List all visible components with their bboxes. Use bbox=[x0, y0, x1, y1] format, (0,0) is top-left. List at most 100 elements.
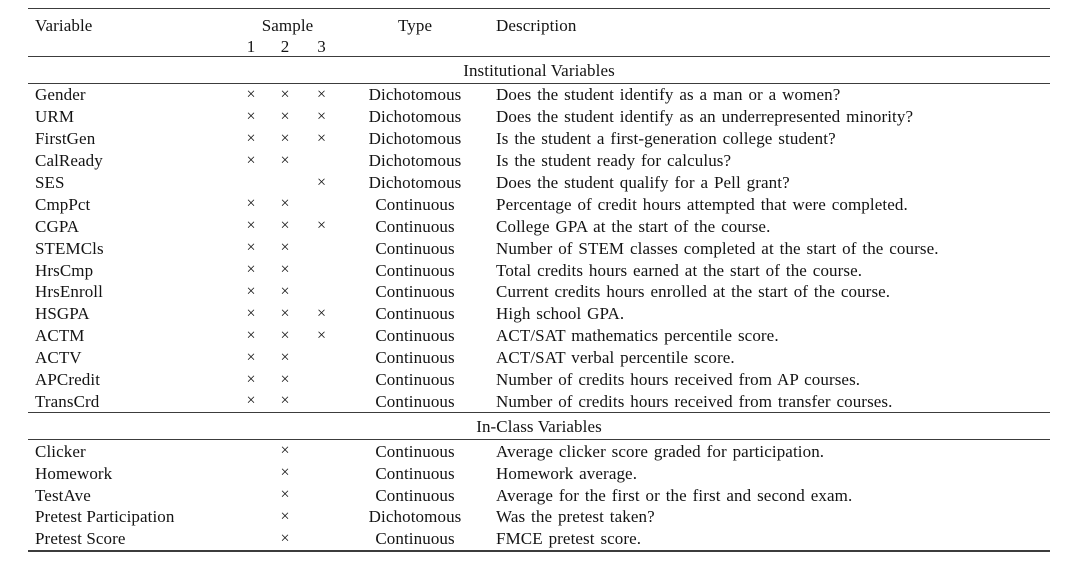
sample-1-mark bbox=[235, 462, 267, 484]
sample-1-mark bbox=[235, 506, 267, 528]
sample-2-mark: × bbox=[280, 282, 290, 300]
variable-cell: Homework bbox=[35, 463, 113, 483]
sample-3-mark bbox=[303, 369, 340, 391]
type-cell: Continuous bbox=[375, 282, 455, 302]
variable-cell: HrsCmp bbox=[35, 260, 94, 280]
table-header: Variable Sample Type Description 1 2 3 bbox=[28, 9, 1051, 57]
sample-1-mark: × bbox=[246, 85, 256, 103]
sample-3-mark: × bbox=[316, 85, 327, 103]
sample-1-mark: × bbox=[246, 370, 256, 388]
type-cell: Dichotomous bbox=[368, 129, 462, 149]
table-row: HrsCmp × × Continuous Total credits hours ea… bbox=[28, 259, 1050, 281]
sample-1-mark: × bbox=[246, 261, 256, 279]
description-cell: Does the student identify as an underrep… bbox=[496, 107, 914, 127]
sample-1-mark: × bbox=[246, 151, 256, 169]
description-cell: Number of STEM classes completed at the … bbox=[496, 238, 939, 258]
sample-2-mark: × bbox=[280, 464, 290, 482]
table-row: STEMCls × × Continuous Number of STEM classe… bbox=[28, 237, 1050, 259]
section-institutional: Institutional Variables Gender × × × Dichoto… bbox=[28, 56, 1051, 413]
description-cell: College GPA at the start of the course. bbox=[496, 216, 771, 236]
sample-1-mark: × bbox=[246, 304, 256, 322]
sample-1-mark bbox=[235, 440, 267, 462]
sample-2-mark: × bbox=[280, 304, 290, 322]
table-row: CmpPct × × Continuous Percentage of credit h… bbox=[28, 193, 1050, 215]
variable-cell: SES bbox=[35, 173, 65, 192]
type-cell: Continuous bbox=[375, 216, 455, 236]
header-empty bbox=[340, 36, 490, 57]
description-cell: High school GPA. bbox=[496, 304, 625, 324]
table-row: HSGPA × × × Continuous High school GPA. bbox=[28, 303, 1050, 325]
variable-cell: Clicker bbox=[35, 441, 86, 461]
variable-cell: TestAve bbox=[35, 485, 91, 505]
header-variable: Variable bbox=[35, 16, 93, 35]
section-title-row: Institutional Variables bbox=[28, 56, 1051, 84]
header-empty bbox=[28, 36, 235, 57]
table-row: ACTV × × Continuous ACT/SAT verbal percentil… bbox=[28, 347, 1050, 369]
sample-3-mark bbox=[303, 259, 340, 281]
description-cell: Current credits hours enrolled at the st… bbox=[496, 282, 891, 302]
variable-cell: CmpPct bbox=[35, 194, 91, 214]
sample-2-mark: × bbox=[280, 151, 290, 169]
description-cell: Is the student a first-generation colleg… bbox=[496, 129, 836, 149]
type-cell: Continuous bbox=[375, 529, 455, 549]
table-row: Gender × × × Dichotomous Does the student ide… bbox=[28, 84, 1050, 106]
type-cell: Continuous bbox=[375, 194, 455, 214]
sample-2-mark: × bbox=[280, 392, 290, 410]
variable-cell: APCredit bbox=[35, 370, 101, 390]
sample-2-mark: × bbox=[280, 442, 290, 460]
sample-3-mark bbox=[303, 281, 340, 303]
header-sample: Sample bbox=[261, 16, 314, 35]
sample-2-mark: × bbox=[280, 348, 290, 366]
variable-cell: Pretest Participation bbox=[35, 507, 175, 527]
description-cell: Was the pretest taken? bbox=[496, 507, 655, 527]
variable-cell: TransCrd bbox=[35, 391, 100, 411]
sample-3-mark bbox=[303, 462, 340, 484]
variables-table: Variable Sample Type Description 1 2 3 I… bbox=[28, 8, 1051, 552]
type-cell: Continuous bbox=[375, 348, 455, 368]
description-cell: Number of credits hours received from tr… bbox=[496, 391, 893, 411]
description-cell: Homework average. bbox=[496, 463, 638, 483]
sample-3-mark: × bbox=[316, 107, 327, 125]
header-type: Type bbox=[397, 16, 433, 35]
type-cell: Continuous bbox=[375, 304, 455, 324]
table-row: Homework × Continuous Homework average. bbox=[28, 462, 1050, 484]
type-cell: Dichotomous bbox=[368, 151, 462, 171]
type-cell: Dichotomous bbox=[368, 107, 462, 127]
sample-3-mark bbox=[303, 506, 340, 528]
description-cell: FMCE pretest score. bbox=[496, 529, 642, 549]
table-row: SES × Dichotomous Does the student qualify … bbox=[28, 172, 1050, 194]
table-row: ACTM × × × Continuous ACT/SAT mathematics per… bbox=[28, 325, 1050, 347]
section-title: Institutional Variables bbox=[28, 56, 1051, 84]
sample-2-mark: × bbox=[280, 370, 290, 388]
sample-2-mark: × bbox=[280, 261, 290, 279]
sample-3-mark bbox=[303, 347, 340, 369]
type-cell: Continuous bbox=[375, 260, 455, 280]
sample-2-mark: × bbox=[280, 507, 290, 525]
sample-1-mark: × bbox=[246, 239, 256, 257]
sample-2-mark: × bbox=[280, 529, 290, 547]
sample-3-mark bbox=[303, 193, 340, 215]
sample-3-mark bbox=[303, 237, 340, 259]
table-row: TestAve × Continuous Average for the first … bbox=[28, 484, 1050, 506]
sample-1-mark: × bbox=[246, 326, 256, 344]
section-title: In-Class Variables bbox=[28, 412, 1051, 441]
description-cell: Average for the first or the first and s… bbox=[496, 485, 853, 505]
sample-3-mark bbox=[303, 390, 340, 412]
variable-cell: ACTM bbox=[35, 326, 85, 346]
sample-1-mark: × bbox=[246, 195, 256, 213]
variable-cell: Pretest Score bbox=[35, 529, 126, 549]
sample-1-mark: × bbox=[246, 217, 256, 235]
sample-2-mark: × bbox=[280, 326, 290, 344]
description-cell: Does the student qualify for a Pell gran… bbox=[496, 173, 790, 192]
sample-3-mark: × bbox=[316, 326, 327, 344]
sample-2-mark: × bbox=[280, 239, 290, 257]
sample-3-mark: × bbox=[316, 129, 327, 147]
variable-cell: HSGPA bbox=[35, 304, 90, 324]
sample-3-mark bbox=[303, 440, 340, 462]
sample-1-mark: × bbox=[246, 282, 256, 300]
sample-2-mark: × bbox=[280, 486, 290, 504]
variable-cell: ACTV bbox=[35, 348, 82, 368]
sample-2-mark: × bbox=[280, 85, 290, 103]
sample-1-mark bbox=[235, 484, 267, 506]
